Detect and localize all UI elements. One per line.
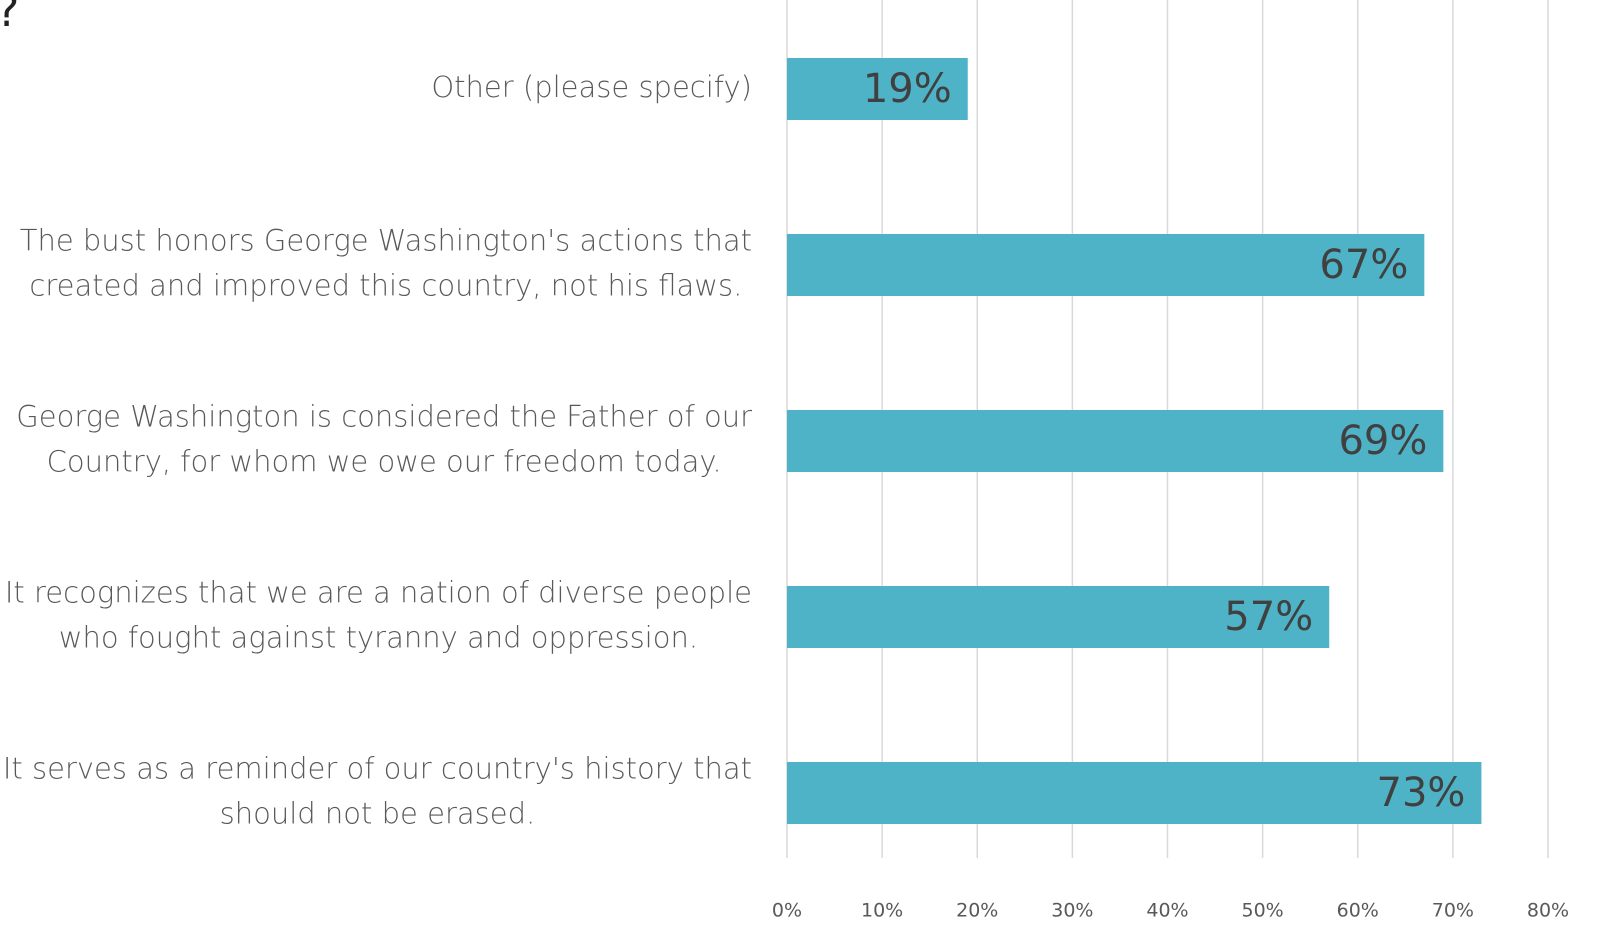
x-tick-label: 70% <box>1432 900 1474 922</box>
label-line: Country, for whom we owe our freedom tod… <box>47 445 722 479</box>
x-tick-label: 0% <box>772 900 802 922</box>
y-tick-label: The bust honors George Washington's acti… <box>20 224 752 303</box>
label-line: It recognizes that we are a nation of di… <box>5 576 752 610</box>
bar <box>787 410 1444 472</box>
y-tick-label: Other (please specify) <box>431 70 752 104</box>
x-tick-label: 30% <box>1051 900 1093 922</box>
y-tick-label: It serves as a reminder of our country's… <box>3 752 752 831</box>
x-tick-label: 20% <box>956 900 998 922</box>
x-tick-label: 50% <box>1242 900 1284 922</box>
value-label: 69% <box>1338 418 1427 464</box>
value-label: 73% <box>1377 770 1466 816</box>
y-tick-label: It recognizes that we are a nation of di… <box>5 576 752 655</box>
y-tick-label: George Washington is considered the Fath… <box>16 400 752 479</box>
label-line: The bust honors George Washington's acti… <box>20 224 752 258</box>
value-label: 67% <box>1319 242 1408 288</box>
label-line: who fought against tyranny and oppressio… <box>59 621 698 655</box>
value-label: 57% <box>1224 594 1313 640</box>
value-label: 19% <box>863 66 952 112</box>
x-tick-label: 10% <box>861 900 903 922</box>
label-line: George Washington is considered the Fath… <box>16 400 752 434</box>
x-tick-label: 80% <box>1527 900 1569 922</box>
bar <box>787 58 968 120</box>
bar <box>787 586 1330 648</box>
bar <box>787 234 1425 296</box>
label-line: Other (please specify) <box>431 70 752 104</box>
x-tick-label: 40% <box>1146 900 1188 922</box>
label-line: It serves as a reminder of our country's… <box>3 752 752 786</box>
x-tick-label: 60% <box>1337 900 1379 922</box>
label-line: should not be erased. <box>220 797 536 831</box>
label-line: created and improved this country, not h… <box>29 269 742 303</box>
chart-title: ? <box>0 0 19 37</box>
bar <box>787 762 1482 824</box>
